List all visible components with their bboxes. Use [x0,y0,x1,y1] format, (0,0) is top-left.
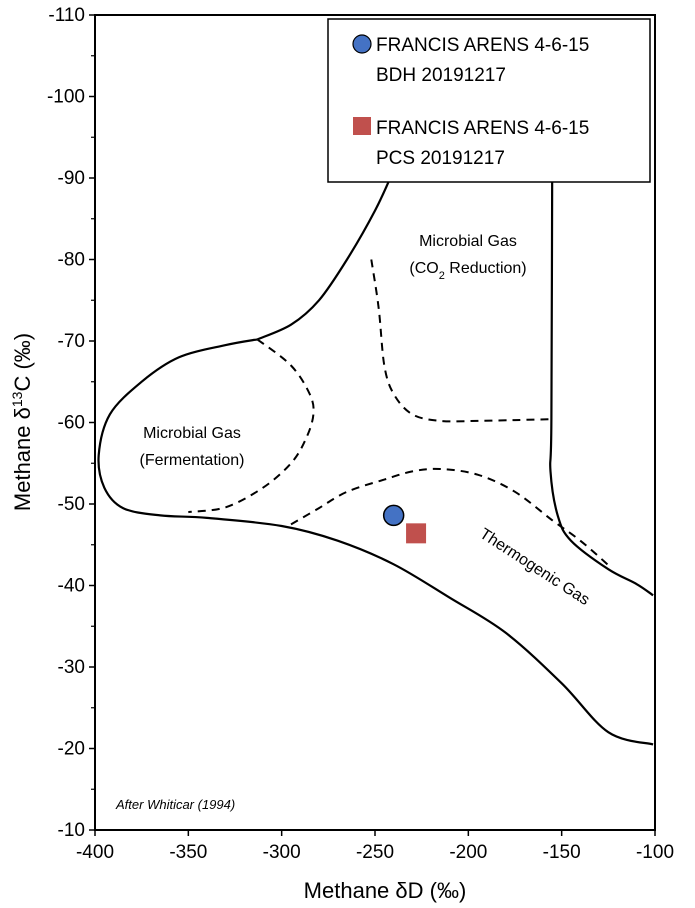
x-tick-label: -250 [356,842,394,863]
legend: FRANCIS ARENS 4-6-15 BDH 20191217 FRANCI… [327,18,651,183]
legend-box [327,18,651,183]
co2-reduction-dashed-boundary [370,259,549,423]
region-label-fermentation-line1: Microbial Gas [143,425,241,442]
data-points [382,504,427,544]
y-axis-ticks: -10 -20 -30 -40 -50 -60 -70 -80 -90 -100 -110 [47,5,95,841]
legend-label-pcs-line1: FRANCIS ARENS 4-6-15 [376,118,589,139]
y-tick-label: -20 [58,739,85,760]
y-tick-label: -90 [58,168,85,189]
thermogenic-lower-boundary [97,338,654,746]
legend-label-pcs-line2: PCS 20191217 [376,148,505,169]
y-tick-label: -70 [58,331,85,352]
y-axis-title: Methane δ13C (‰) [9,333,35,511]
field-boundaries [97,87,654,746]
point-bdh [382,504,405,527]
y-tick-label: -40 [58,576,85,597]
y-tick-label: -80 [58,250,85,271]
legend-label-bdh-line1: FRANCIS ARENS 4-6-15 [376,35,589,56]
y-tick-label: -10 [58,820,85,841]
legend-marker-bdh [352,34,372,54]
y-tick-label: -60 [58,413,85,434]
x-tick-label: -350 [169,842,207,863]
x-axis-title: Methane δD (‰) [304,878,467,903]
thermogenic-dashed-boundary [290,467,609,566]
legend-marker-pcs [353,117,371,135]
y-tick-label: -110 [48,5,85,26]
x-axis-ticks: -400 -350 -300 -250 -200 -150 -100 [76,830,674,863]
x-tick-label: -150 [543,842,581,863]
y-tick-label: -30 [58,657,85,678]
region-label-co2-line2: (CO2 Reduction) [409,260,526,282]
region-label-co2-line1: Microbial Gas [419,233,517,250]
x-tick-label: -100 [636,842,674,863]
x-tick-label: -300 [263,842,301,863]
right-vertical-boundary [549,129,654,597]
y-tick-label: -100 [47,87,85,108]
region-label-fermentation-line2: (Fermentation) [140,452,245,469]
y-tick-label: -50 [58,494,85,515]
credit-text: After Whiticar (1994) [115,797,235,812]
point-pcs [406,523,427,544]
x-tick-label: -400 [76,842,114,863]
legend-label-bdh-line2: BDH 20191217 [376,65,506,86]
x-tick-label: -200 [449,842,487,863]
